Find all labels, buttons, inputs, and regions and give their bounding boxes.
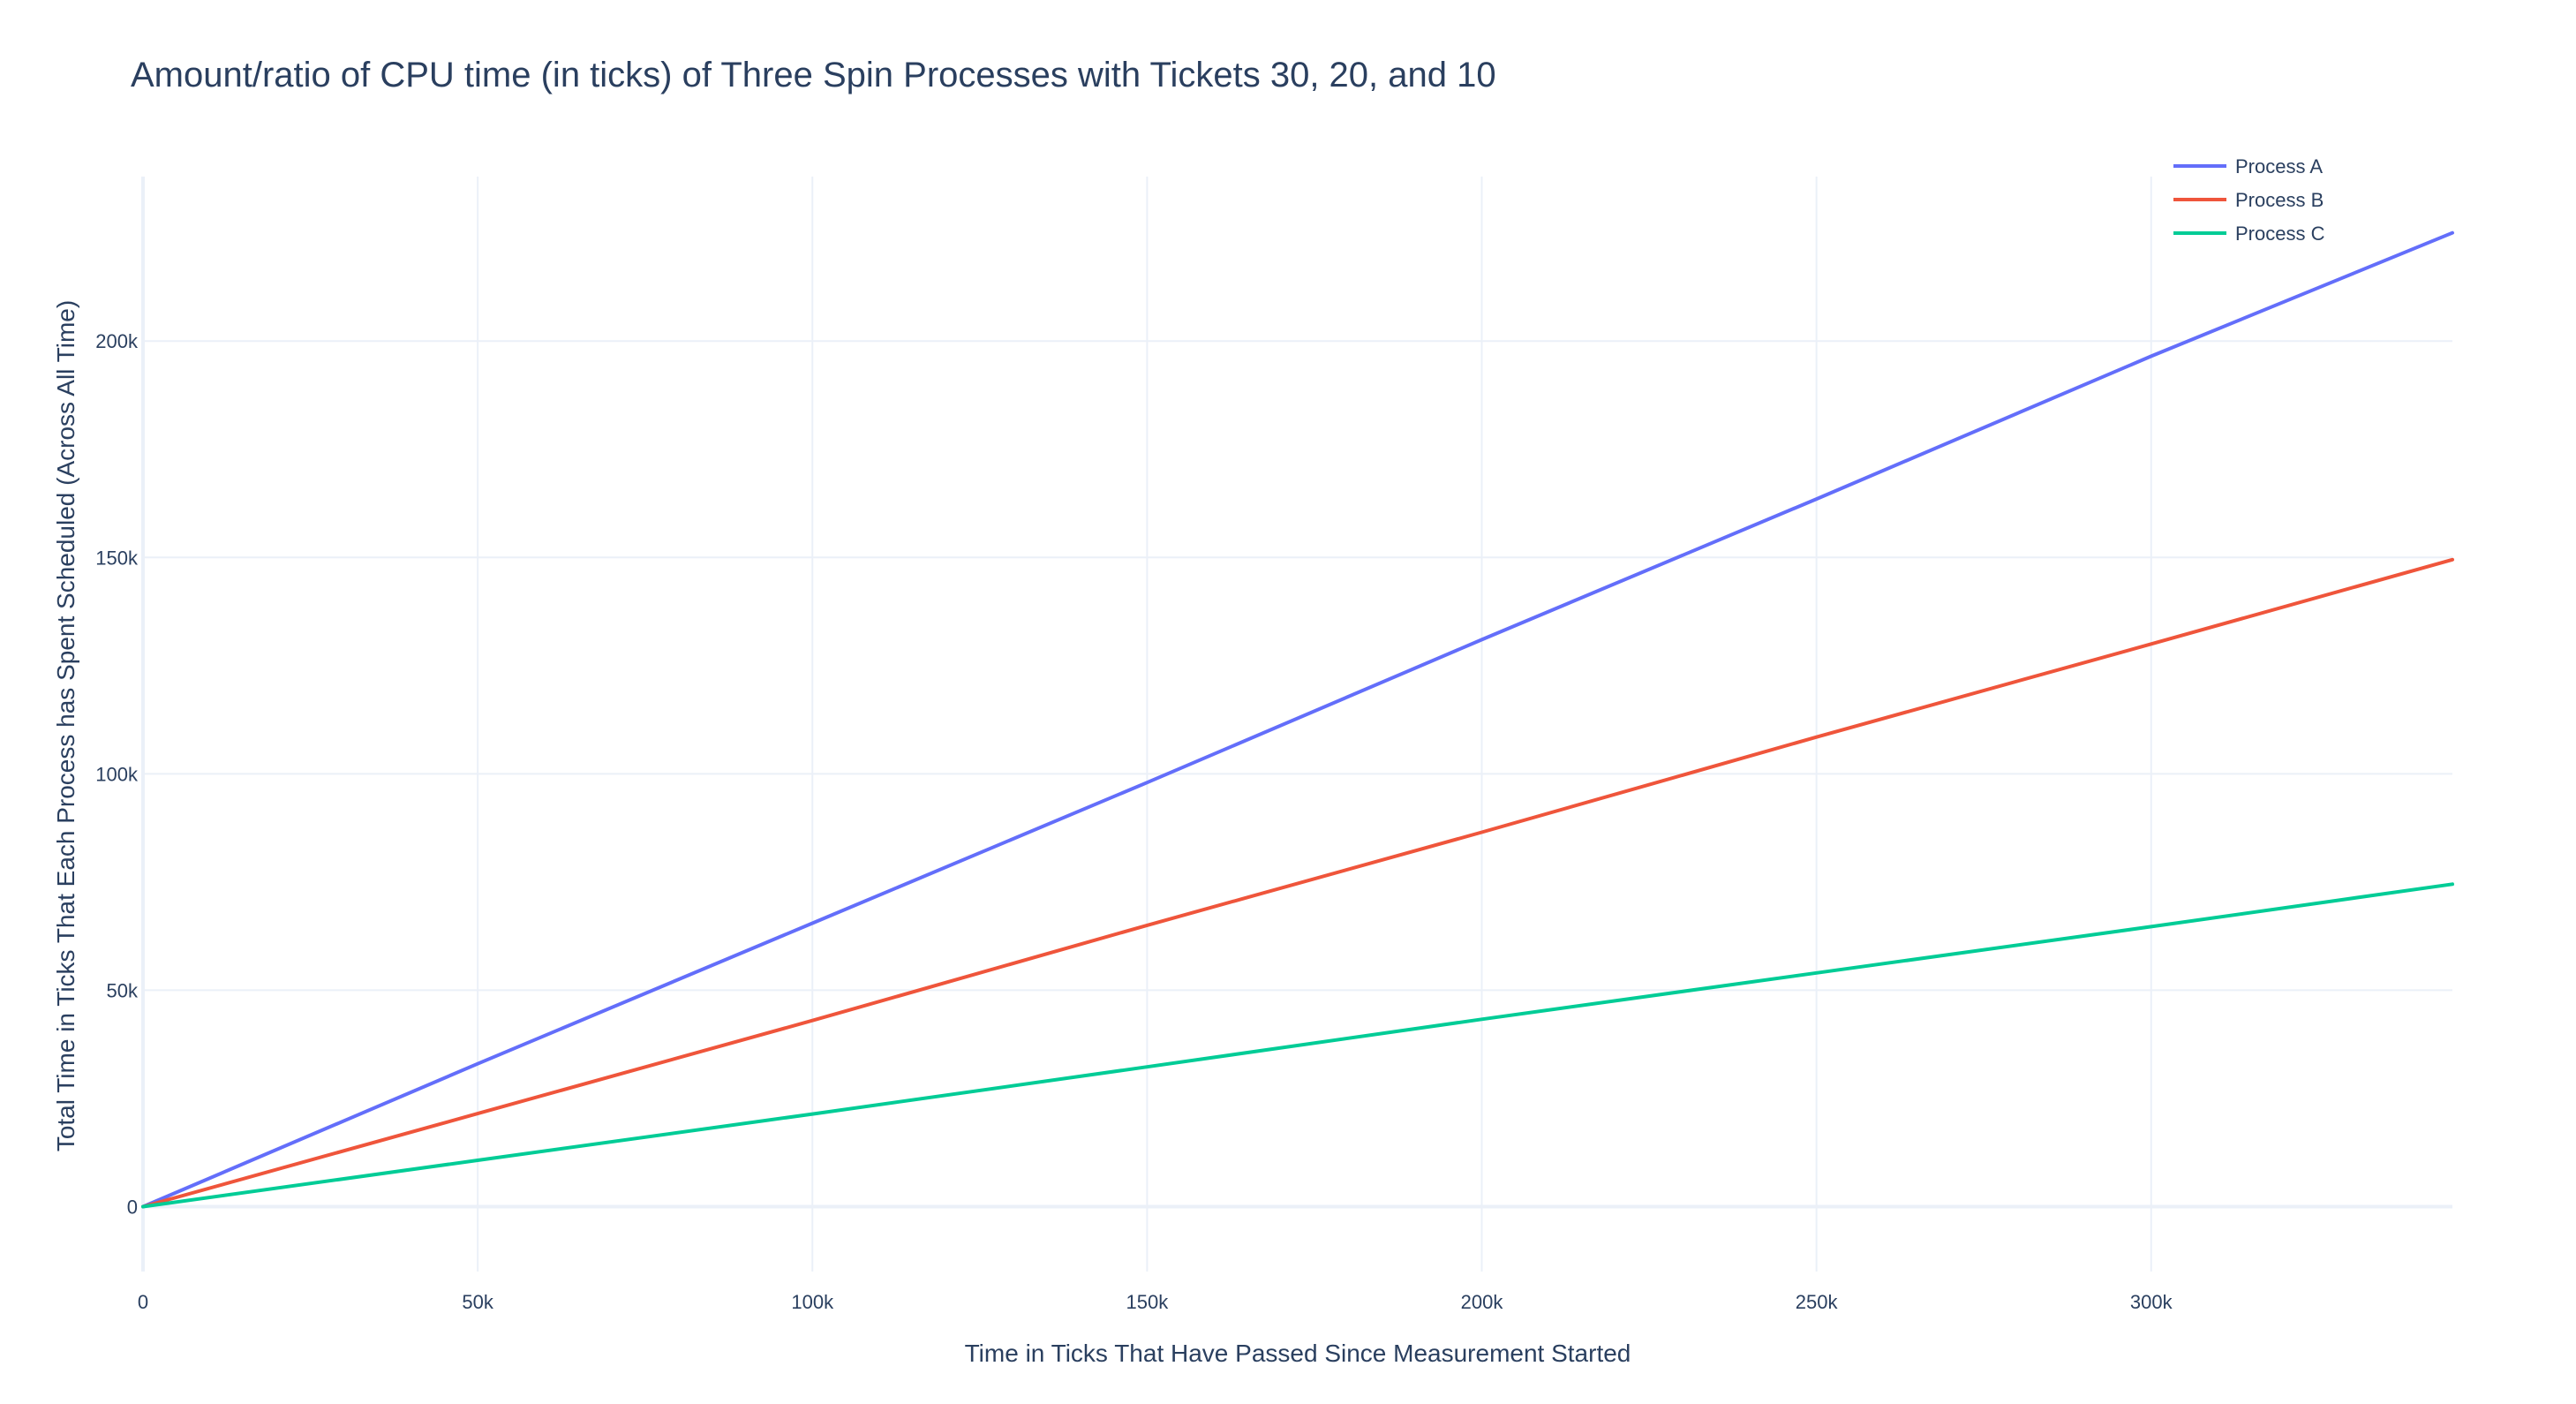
x-tick-label: 150k: [1126, 1291, 1170, 1313]
y-tick-label: 150k: [95, 547, 139, 569]
x-tick-label: 0: [138, 1291, 148, 1313]
series-layer: [141, 230, 2454, 1209]
y-tick-label: 100k: [95, 763, 139, 785]
x-tick-label: 100k: [791, 1291, 834, 1313]
x-tick-label: 200k: [1461, 1291, 1504, 1313]
x-tick-label: 250k: [1796, 1291, 1839, 1313]
legend-label: Process A: [2235, 155, 2323, 177]
y-tick-label: 200k: [95, 330, 139, 352]
x-axis-title: Time in Ticks That Have Passed Since Mea…: [965, 1340, 1631, 1367]
y-tick-label: 50k: [107, 979, 139, 1001]
y-axis-title: Total Time in Ticks That Each Process ha…: [52, 300, 79, 1151]
legend-label: Process B: [2235, 189, 2324, 211]
series-line-process-a: [141, 230, 2454, 1209]
y-axis-ticks: 0 50k 100k 150k 200k: [95, 330, 139, 1218]
series-line-process-c: [141, 882, 2454, 1209]
grid: [141, 177, 2452, 1272]
series-line-process-b: [141, 557, 2454, 1209]
x-tick-label: 300k: [2130, 1291, 2173, 1313]
chart-title: Amount/ratio of CPU time (in ticks) of T…: [131, 56, 1496, 94]
legend-item-process-b[interactable]: Process B: [2173, 189, 2324, 211]
legend-item-process-c[interactable]: Process C: [2173, 223, 2325, 245]
x-tick-label: 50k: [462, 1291, 493, 1313]
legend-item-process-a[interactable]: Process A: [2173, 155, 2323, 177]
legend[interactable]: Process A Process B Process C: [2173, 155, 2325, 245]
x-axis-ticks: 0 50k 100k 150k 200k 250k 300k: [138, 1291, 2173, 1313]
legend-label: Process C: [2235, 223, 2325, 245]
y-tick-label: 0: [127, 1196, 138, 1218]
